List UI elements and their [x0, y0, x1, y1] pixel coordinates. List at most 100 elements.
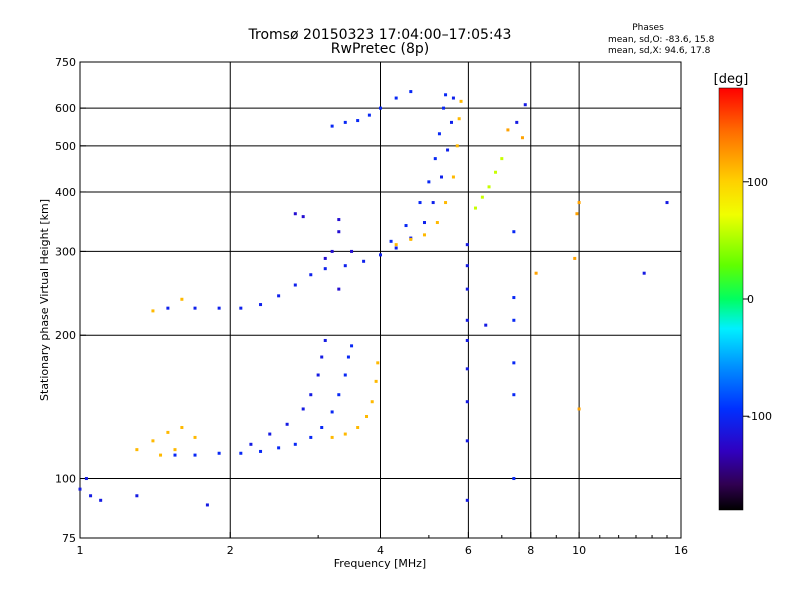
data-point: [457, 117, 461, 121]
data-point: [465, 318, 469, 322]
y-tick-label: 300: [55, 245, 76, 258]
chart-subtitle: RwPretec (8p): [331, 41, 429, 57]
colorbar-tick-label: 100: [747, 176, 768, 189]
y-tick-label: 750: [55, 56, 76, 69]
data-point: [577, 201, 581, 205]
data-point: [323, 338, 327, 342]
data-point: [356, 119, 360, 123]
data-point: [465, 439, 469, 443]
x-tick-label: 1: [77, 544, 84, 557]
data-point: [205, 503, 209, 507]
data-point: [309, 273, 313, 277]
data-point: [293, 283, 297, 287]
data-point: [577, 407, 581, 411]
data-point: [330, 410, 334, 414]
data-point: [293, 212, 297, 216]
data-point: [442, 106, 446, 110]
data-point: [180, 297, 184, 301]
data-point: [422, 233, 426, 237]
data-point: [512, 318, 516, 322]
data-point: [512, 296, 516, 300]
data-point: [394, 96, 398, 100]
data-point: [343, 373, 347, 377]
colorbar-tick-label: -100: [747, 410, 772, 423]
data-point: [444, 201, 448, 205]
data-point: [389, 239, 393, 243]
data-point: [465, 338, 469, 342]
y-tick-label: 200: [55, 329, 76, 342]
data-point: [365, 414, 369, 418]
data-point: [440, 175, 444, 179]
data-point: [337, 230, 341, 234]
data-point: [494, 170, 498, 174]
data-point: [159, 453, 163, 457]
data-point: [500, 157, 504, 161]
data-point: [422, 221, 426, 225]
data-point: [173, 453, 177, 457]
data-point: [323, 267, 327, 271]
data-point: [573, 256, 577, 260]
data-point: [337, 393, 341, 397]
data-point: [99, 498, 103, 502]
phase-info-x: mean, sd,X: 94.6, 17.8: [608, 46, 711, 56]
data-point: [451, 96, 455, 100]
y-axis-label: Stationary phase Virtual Height [km]: [38, 199, 51, 401]
data-points: [78, 90, 669, 507]
x-tick-label: 4: [377, 544, 384, 557]
data-point: [506, 128, 510, 132]
data-point: [374, 379, 378, 383]
data-point: [346, 355, 350, 359]
data-point: [193, 306, 197, 310]
axis-ticks: 1 2 4 6 8 10 16 75 100 200 300 400 500 600 750: [55, 56, 688, 557]
data-point: [330, 249, 334, 253]
data-point: [465, 498, 469, 502]
data-point: [534, 271, 538, 275]
data-point: [217, 306, 221, 310]
x-tick-label: 10: [572, 544, 586, 557]
data-point: [268, 432, 272, 436]
data-point: [520, 136, 524, 140]
data-point: [166, 306, 170, 310]
data-point: [455, 144, 459, 148]
data-point: [435, 221, 439, 225]
colorbar-label: [deg]: [714, 72, 749, 87]
data-point: [459, 99, 463, 103]
data-point: [89, 494, 93, 498]
data-point: [394, 246, 398, 250]
data-point: [451, 175, 455, 179]
colorbar: [718, 87, 744, 511]
data-point: [259, 303, 263, 307]
data-point: [427, 180, 431, 184]
chart-title: Tromsø 20150323 17:04:00–17:05:43: [248, 27, 512, 43]
data-point: [465, 243, 469, 247]
data-point: [277, 294, 281, 298]
x-tick-label: 2: [227, 544, 234, 557]
data-point: [446, 148, 450, 152]
data-point: [193, 435, 197, 439]
data-point: [512, 361, 516, 365]
data-point: [370, 400, 374, 404]
data-point: [239, 451, 243, 455]
data-point: [166, 430, 170, 434]
data-point: [249, 442, 253, 446]
phase-info-heading: Phases: [632, 23, 664, 33]
data-point: [239, 306, 243, 310]
data-point: [367, 113, 371, 117]
data-point: [259, 449, 263, 453]
data-point: [512, 477, 516, 481]
data-point: [437, 132, 441, 136]
data-point: [309, 435, 313, 439]
data-point: [379, 253, 382, 257]
data-point: [409, 237, 413, 241]
data-point: [350, 249, 354, 253]
data-point: [180, 425, 184, 429]
data-point: [665, 201, 669, 205]
data-point: [404, 224, 408, 228]
data-point: [512, 393, 516, 397]
y-tick-label: 75: [62, 532, 76, 545]
data-point: [84, 477, 88, 481]
data-point: [379, 106, 382, 110]
data-point: [337, 287, 341, 291]
data-point: [309, 393, 313, 397]
data-point: [473, 206, 477, 210]
